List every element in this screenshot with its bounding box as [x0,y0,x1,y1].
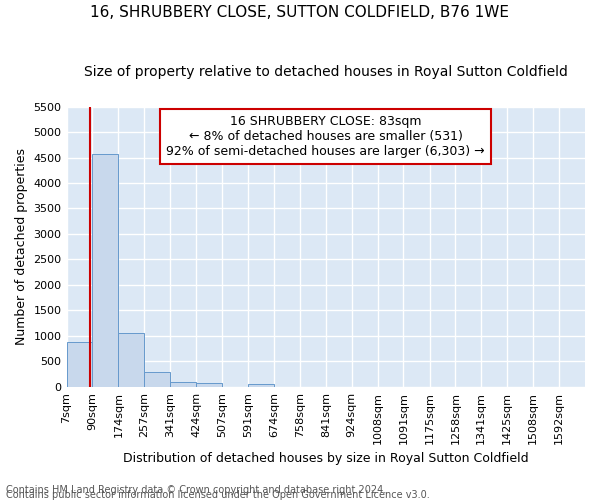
Bar [248,384,274,387]
Text: Contains public sector information licensed under the Open Government Licence v3: Contains public sector information licen… [6,490,430,500]
Y-axis label: Number of detached properties: Number of detached properties [15,148,28,345]
X-axis label: Distribution of detached houses by size in Royal Sutton Coldfield: Distribution of detached houses by size … [123,452,529,465]
Text: Contains HM Land Registry data © Crown copyright and database right 2024.: Contains HM Land Registry data © Crown c… [6,485,386,495]
Bar [170,382,196,387]
Title: Size of property relative to detached houses in Royal Sutton Coldfield: Size of property relative to detached ho… [84,65,568,79]
Bar [144,372,170,387]
Bar [67,342,92,387]
Bar [196,383,222,387]
Text: 16, SHRUBBERY CLOSE, SUTTON COLDFIELD, B76 1WE: 16, SHRUBBERY CLOSE, SUTTON COLDFIELD, B… [91,5,509,20]
Bar [92,154,118,387]
Bar [118,333,144,387]
Text: 16 SHRUBBERY CLOSE: 83sqm
← 8% of detached houses are smaller (531)
92% of semi-: 16 SHRUBBERY CLOSE: 83sqm ← 8% of detach… [166,115,485,158]
